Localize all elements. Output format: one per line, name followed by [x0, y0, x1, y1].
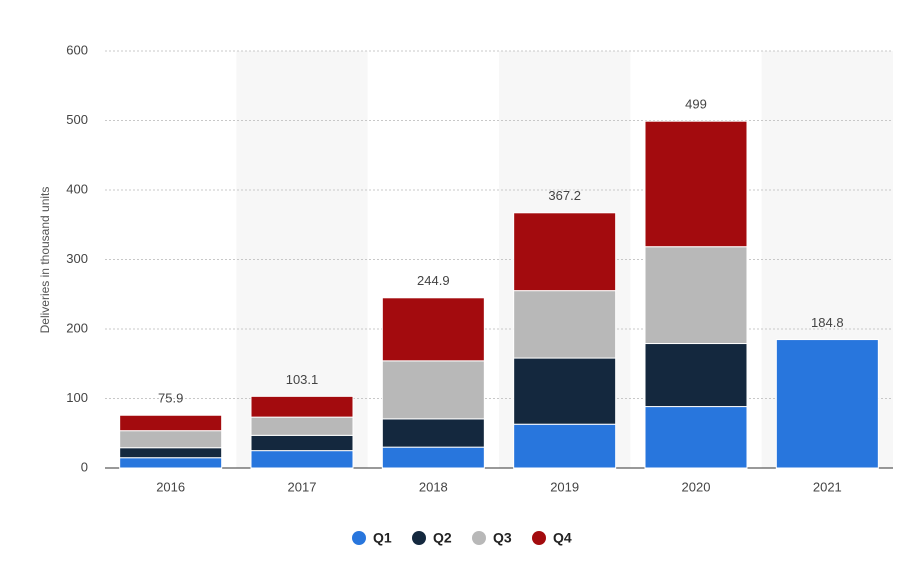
bar-segment	[119, 447, 223, 459]
total-label: 244.9	[417, 273, 450, 288]
total-label: 367.2	[548, 188, 581, 203]
total-label: 184.8	[811, 315, 844, 330]
y-tick-label: 400	[66, 181, 88, 196]
y-tick-label: 100	[66, 390, 88, 405]
legend-text: Q3	[493, 530, 512, 546]
bar-segment	[381, 446, 485, 469]
bar-segment	[775, 339, 879, 469]
bar-segment	[250, 450, 354, 469]
y-tick-label: 600	[66, 42, 88, 57]
bar-segment	[119, 414, 223, 432]
y-tick-label: 0	[81, 459, 88, 474]
bar-segment	[513, 357, 617, 425]
x-tick-label: 2016	[156, 479, 185, 494]
y-axis-title: Deliveries in thousand units	[38, 187, 52, 334]
bar-segment	[250, 434, 354, 452]
bar-segment	[644, 343, 748, 408]
y-tick-label: 200	[66, 320, 88, 335]
legend-text: Q2	[433, 530, 452, 546]
bar-segment	[381, 297, 485, 362]
bar-segment	[513, 423, 617, 469]
x-tick-label: 2018	[419, 479, 448, 494]
y-tick-label: 300	[66, 251, 88, 266]
bar-segment	[119, 430, 223, 449]
legend-text: Q4	[553, 530, 572, 546]
legend-marker	[412, 531, 426, 545]
bar-segment	[381, 360, 485, 420]
legend-marker	[352, 531, 366, 545]
y-tick-label: 500	[66, 112, 88, 127]
bar-segment	[644, 246, 748, 345]
bar-segment	[513, 212, 617, 292]
bar-segment	[119, 457, 223, 469]
x-tick-label: 2021	[813, 479, 842, 494]
legend-marker	[472, 531, 486, 545]
total-label: 499	[685, 97, 707, 112]
legend-marker	[532, 531, 546, 545]
bar-segment	[250, 395, 354, 418]
bar-segment	[644, 120, 748, 248]
bar-segment	[513, 290, 617, 359]
bar-segment	[644, 406, 748, 469]
bar-segment	[381, 418, 485, 448]
total-label: 75.9	[158, 391, 183, 406]
x-tick-label: 2017	[288, 479, 317, 494]
total-label: 103.1	[286, 372, 319, 387]
x-tick-label: 2020	[682, 479, 711, 494]
x-tick-label: 2019	[550, 479, 579, 494]
bar-segment	[250, 416, 354, 436]
legend-text: Q1	[373, 530, 392, 546]
